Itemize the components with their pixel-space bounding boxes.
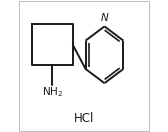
Text: N: N [101,13,108,23]
Text: NH$_2$: NH$_2$ [42,86,63,99]
Text: HCl: HCl [74,112,94,125]
